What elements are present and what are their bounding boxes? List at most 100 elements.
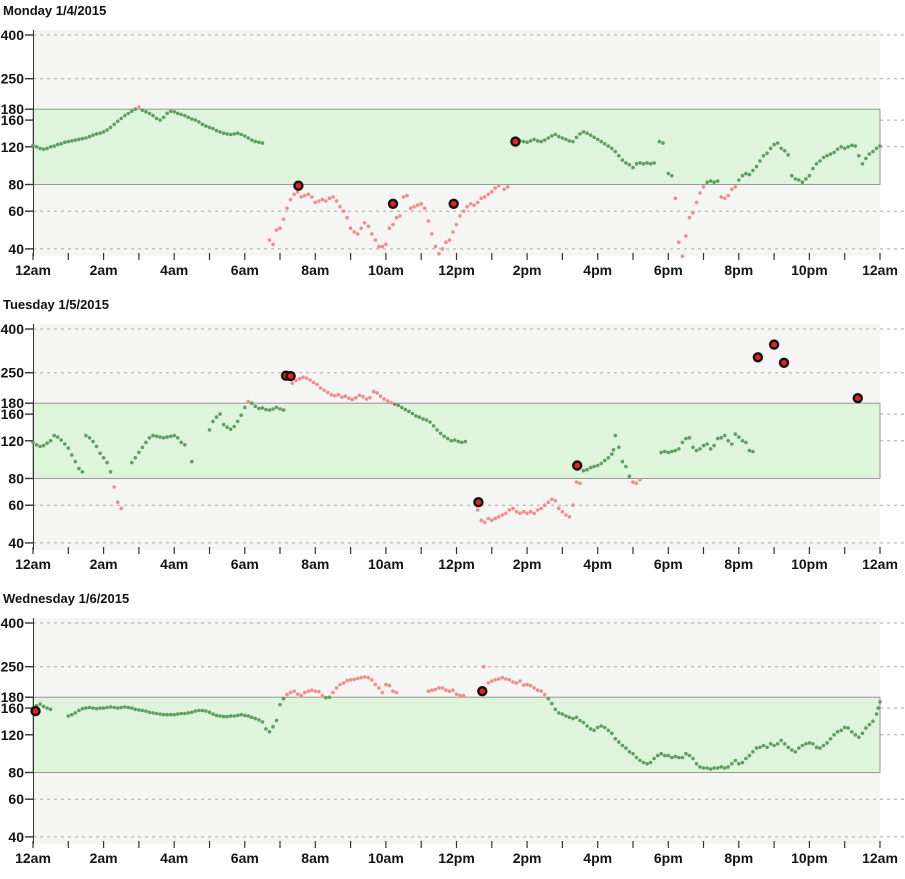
meter-reading-marker: [448, 198, 459, 210]
meter-reading-marker: [293, 180, 304, 191]
target-range-band: [32, 696, 881, 773]
svg-text:12pm: 12pm: [438, 262, 475, 278]
svg-text:250: 250: [1, 71, 25, 87]
svg-text:2am: 2am: [90, 850, 118, 866]
meter-reading-marker: [30, 705, 41, 717]
svg-text:10pm: 10pm: [791, 262, 828, 278]
svg-text:180: 180: [1, 395, 25, 411]
svg-text:40: 40: [8, 829, 24, 845]
svg-text:8am: 8am: [301, 262, 329, 278]
svg-text:40: 40: [8, 535, 24, 551]
svg-text:180: 180: [1, 101, 25, 117]
x-axis: 12am 2am 4am 6am 8am 10am 12pm 2pm 4pm 6pm 8pm 10pm…: [15, 547, 898, 572]
svg-text:6am: 6am: [231, 262, 259, 278]
svg-text:60: 60: [8, 203, 24, 219]
svg-text:12pm: 12pm: [438, 850, 475, 866]
meter-reading-marker: [387, 198, 399, 210]
meter-reading-marker: [477, 685, 488, 697]
svg-text:12am: 12am: [862, 262, 898, 278]
svg-text:120: 120: [1, 727, 25, 743]
svg-text:6pm: 6pm: [654, 850, 683, 866]
svg-text:8pm: 8pm: [724, 850, 753, 866]
svg-text:120: 120: [1, 139, 25, 155]
svg-text:12am: 12am: [15, 262, 51, 278]
svg-text:120: 120: [1, 433, 25, 449]
target-range-band: [32, 108, 881, 185]
meter-reading-marker: [768, 339, 780, 350]
meter-reading-marker: [473, 496, 484, 508]
svg-text:12am: 12am: [15, 556, 51, 572]
svg-text:12am: 12am: [15, 850, 51, 866]
day-chart-tuesday: Tuesday 1/5/2015 400 250 180 160 120 80 60 40 12…: [0, 294, 905, 573]
svg-text:10am: 10am: [368, 850, 404, 866]
svg-text:6am: 6am: [231, 556, 259, 572]
cgm-series: [31, 375, 862, 524]
meter-readings: [30, 685, 488, 717]
svg-text:4pm: 4pm: [583, 262, 612, 278]
svg-text:2am: 2am: [90, 262, 118, 278]
svg-text:12am: 12am: [862, 556, 898, 572]
svg-text:400: 400: [1, 321, 25, 337]
svg-text:4am: 4am: [160, 556, 188, 572]
svg-text:8am: 8am: [301, 850, 329, 866]
svg-text:2am: 2am: [90, 556, 118, 572]
meter-reading-marker: [752, 352, 764, 363]
svg-text:6pm: 6pm: [654, 262, 683, 278]
x-axis: 12am 2am 4am 6am 8am 10am 12pm 2pm 4pm 6pm 8pm 10pm…: [15, 253, 898, 278]
svg-text:80: 80: [8, 471, 24, 487]
meter-reading-marker: [572, 460, 583, 471]
x-axis: 12am 2am 4am 6am 8am 10am 12pm 2pm 4pm 6pm 8pm 10pm…: [15, 841, 898, 866]
svg-text:10pm: 10pm: [791, 556, 828, 572]
svg-text:6pm: 6pm: [654, 556, 683, 572]
day-chart-title: Tuesday 1/5/2015: [3, 297, 109, 312]
svg-text:4pm: 4pm: [583, 850, 612, 866]
meter-reading-marker: [285, 370, 296, 382]
day-chart-wednesday: Wednesday 1/6/2015 400 250 180 160 120 80 60 40…: [0, 588, 905, 867]
meter-readings: [293, 136, 521, 210]
svg-text:12am: 12am: [862, 850, 898, 866]
day-chart-monday: Monday 1/4/2015 400 250 180 160 120 80 60 40 12a…: [0, 0, 905, 279]
svg-text:160: 160: [1, 700, 25, 716]
svg-text:4am: 4am: [160, 850, 188, 866]
svg-text:400: 400: [1, 27, 25, 43]
svg-text:2pm: 2pm: [513, 850, 542, 866]
svg-text:250: 250: [1, 659, 25, 675]
svg-text:2pm: 2pm: [513, 262, 542, 278]
meter-reading-marker: [778, 357, 790, 368]
svg-text:80: 80: [8, 765, 24, 781]
cgm-series: [31, 105, 882, 258]
svg-text:4am: 4am: [160, 262, 188, 278]
day-chart-title: Wednesday 1/6/2015: [3, 591, 130, 606]
svg-text:80: 80: [8, 177, 24, 193]
svg-text:4pm: 4pm: [583, 556, 612, 572]
svg-text:160: 160: [1, 112, 25, 128]
target-range-band: [32, 402, 881, 479]
svg-text:12pm: 12pm: [438, 556, 475, 572]
svg-text:40: 40: [8, 241, 24, 257]
cgm-series: [31, 664, 882, 771]
svg-text:400: 400: [1, 615, 25, 631]
svg-text:10pm: 10pm: [791, 850, 828, 866]
svg-text:60: 60: [8, 791, 24, 807]
svg-text:8am: 8am: [301, 556, 329, 572]
svg-text:8pm: 8pm: [724, 262, 753, 278]
meter-reading-marker: [510, 136, 521, 147]
svg-text:10am: 10am: [368, 262, 404, 278]
day-chart-title: Monday 1/4/2015: [3, 3, 107, 18]
svg-text:6am: 6am: [231, 850, 259, 866]
svg-text:160: 160: [1, 406, 25, 422]
meter-reading-marker: [852, 392, 863, 404]
svg-text:2pm: 2pm: [513, 556, 542, 572]
svg-text:180: 180: [1, 689, 25, 705]
svg-text:10am: 10am: [368, 556, 404, 572]
meter-readings: [280, 339, 863, 508]
svg-text:250: 250: [1, 365, 25, 381]
svg-text:60: 60: [8, 497, 24, 513]
